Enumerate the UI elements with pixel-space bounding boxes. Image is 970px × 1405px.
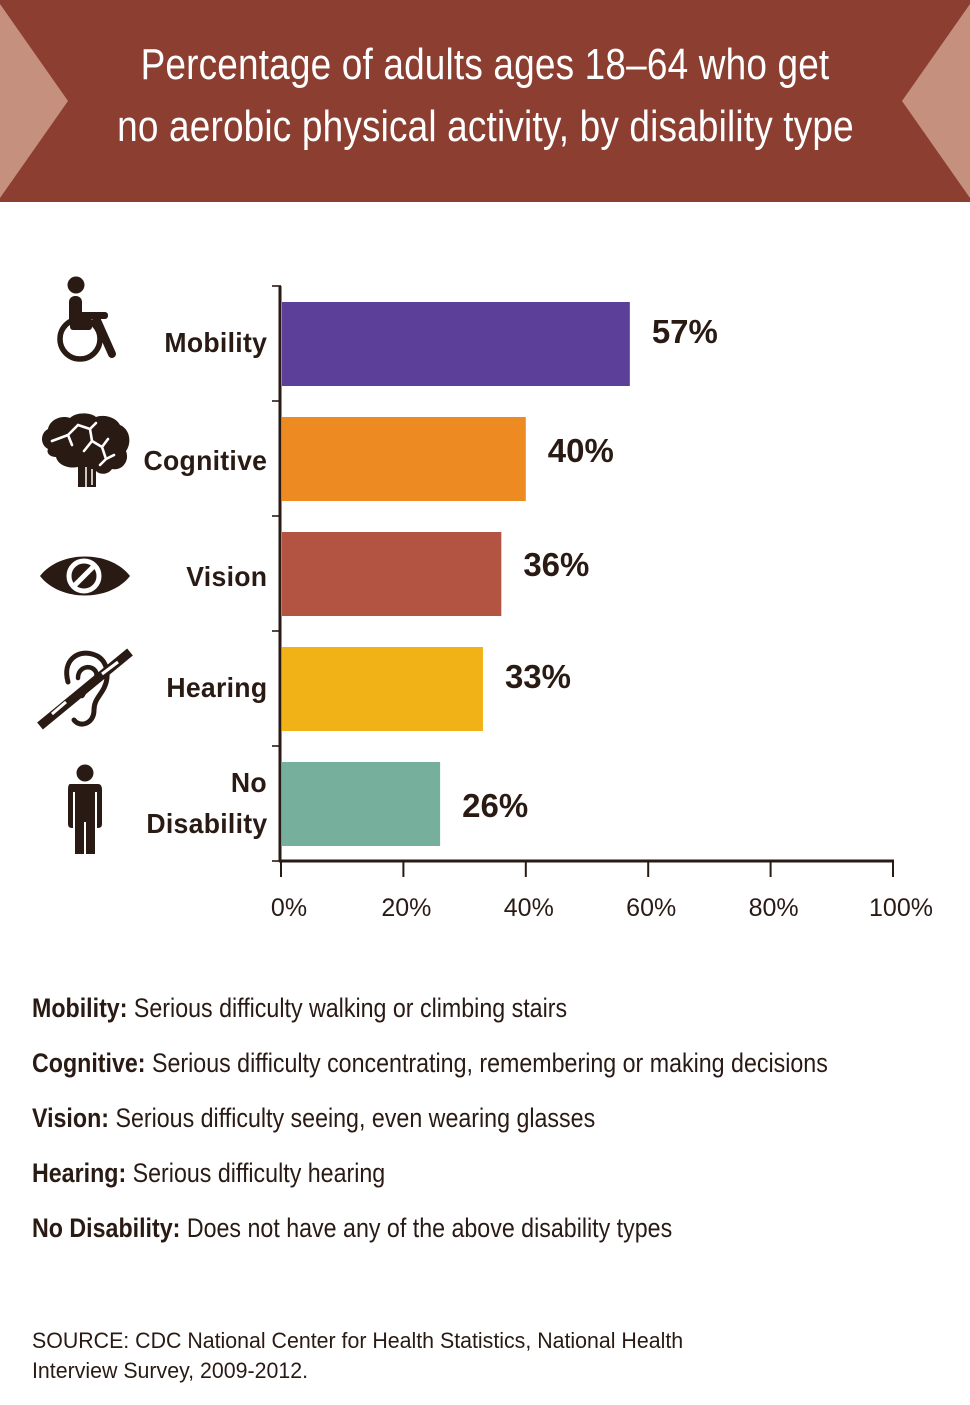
definition-term: No Disability: bbox=[32, 1213, 181, 1243]
bar-mobility bbox=[282, 302, 630, 386]
title-text-1: Percentage of adults ages 18–64 who get bbox=[140, 40, 830, 89]
person-icon bbox=[68, 764, 102, 854]
title-banner: Percentage of adults ages 18–64 who get … bbox=[0, 0, 970, 202]
category-label-hearing: Hearing bbox=[165, 672, 267, 703]
value-label-hearing: 33% bbox=[505, 658, 571, 695]
x-tick-label-100: 100% bbox=[869, 894, 933, 922]
definition-term: Mobility: bbox=[32, 993, 128, 1023]
x-tick-label-0: 0% bbox=[271, 894, 307, 922]
banner-notch-right bbox=[902, 4, 970, 198]
bar-hearing bbox=[282, 647, 483, 731]
definition-text: Serious difficulty walking or climbing s… bbox=[133, 993, 568, 1023]
definition-term: Vision: bbox=[32, 1103, 109, 1133]
title-text-2: no aerobic physical activity, by disabil… bbox=[116, 102, 854, 151]
wheelchair-icon bbox=[57, 276, 116, 362]
category-label-mobility: Mobility bbox=[164, 327, 267, 358]
value-label-no-disability: 26% bbox=[462, 787, 528, 824]
category-label-no-disability-line-1: No bbox=[230, 767, 267, 798]
bar-chart: Mobility Cognitive Vision Hearing No Dis… bbox=[0, 230, 970, 950]
banner-notch-left bbox=[0, 4, 68, 198]
bar-no-disability bbox=[282, 762, 441, 846]
definition-text: Serious difficulty concentrating, rememb… bbox=[151, 1048, 828, 1078]
x-tick-label-40: 40% bbox=[504, 894, 554, 922]
value-label-vision: 36% bbox=[523, 546, 589, 583]
definition-term: Hearing: bbox=[32, 1158, 127, 1188]
chart-title-line-1: Percentage of adults ages 18–64 who get bbox=[0, 40, 970, 90]
definition-text: Serious difficulty seeing, even wearing … bbox=[115, 1103, 596, 1133]
banner-shape bbox=[0, 0, 970, 202]
definition-no-disability: No Disability: Does not have any of the … bbox=[32, 1208, 932, 1248]
bar-cognitive bbox=[282, 417, 526, 501]
bar-vision bbox=[282, 532, 502, 616]
source-note: SOURCE: CDC National Center for Health S… bbox=[32, 1326, 852, 1386]
category-label-no-disability-line-2: Disability bbox=[145, 808, 267, 839]
definition-text: Does not have any of the above disabilit… bbox=[186, 1213, 673, 1243]
definitions-list: Mobility: Serious difficulty walking or … bbox=[32, 988, 932, 1263]
definition-vision: Vision: Serious difficulty seeing, even … bbox=[32, 1098, 932, 1138]
x-tick-label-20: 20% bbox=[381, 894, 431, 922]
definition-mobility: Mobility: Serious difficulty walking or … bbox=[32, 988, 932, 1028]
banner-background bbox=[0, 0, 970, 202]
plot-area: 57% 40% 36% 33% 26% 0% 20% 40% 60% 80% 100% bbox=[271, 285, 933, 922]
x-tick-label-60: 60% bbox=[626, 894, 676, 922]
ear-slash-icon bbox=[37, 648, 133, 730]
source-line-2: Interview Survey, 2009-2012. bbox=[32, 1358, 308, 1383]
value-label-cognitive: 40% bbox=[548, 432, 614, 469]
chart-title-line-2: no aerobic physical activity, by disabil… bbox=[0, 102, 970, 152]
category-label-vision: Vision bbox=[185, 561, 267, 592]
definition-cognitive: Cognitive: Serious difficulty concentrat… bbox=[32, 1043, 932, 1083]
eye-slash-icon bbox=[40, 556, 130, 596]
x-tick-label-80: 80% bbox=[749, 894, 799, 922]
source-line-1: SOURCE: CDC National Center for Health S… bbox=[32, 1328, 684, 1353]
brain-icon bbox=[42, 413, 130, 487]
value-label-mobility: 57% bbox=[652, 313, 718, 350]
definition-text: Serious difficulty hearing bbox=[132, 1158, 386, 1188]
definition-hearing: Hearing: Serious difficulty hearing bbox=[32, 1153, 932, 1193]
definition-term: Cognitive: bbox=[32, 1048, 146, 1078]
category-label-cognitive: Cognitive bbox=[143, 445, 267, 476]
